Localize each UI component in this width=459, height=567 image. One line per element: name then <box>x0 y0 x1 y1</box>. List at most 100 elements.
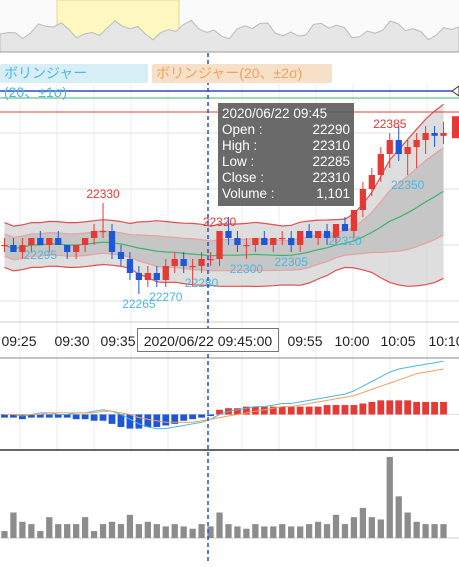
volume-bar <box>10 512 17 538</box>
candle <box>37 231 44 245</box>
candle-body <box>413 140 420 147</box>
tooltip-row-open: Open :22290 <box>222 122 350 137</box>
candle-body <box>73 245 80 252</box>
candle <box>270 238 277 252</box>
candle <box>19 238 26 259</box>
tooltip-row-volume: Volume :1,101 <box>222 186 350 201</box>
candle-body <box>270 238 277 245</box>
candle-body <box>279 238 286 240</box>
volume-bar <box>225 524 232 538</box>
bollinger-upper-1sigma-line <box>4 147 444 242</box>
macd-histogram-bar <box>1 414 8 418</box>
candle-body <box>180 259 187 266</box>
candle-body <box>440 133 447 136</box>
candle <box>243 238 250 259</box>
candle <box>55 231 62 245</box>
time-axis: 09:25 09:30 09:35 09:55 10:00 10:05 10:10 <box>1 333 459 349</box>
macd-histogram-bar <box>431 401 438 415</box>
bollinger-upper-2sigma-line <box>4 103 444 227</box>
volume-bar <box>28 524 35 538</box>
volume-bars <box>1 456 447 538</box>
macd-line <box>4 360 444 430</box>
macd-histogram-bar <box>171 414 179 424</box>
time-tick-label: 10:10 <box>428 333 459 349</box>
candle <box>261 231 268 245</box>
candle <box>189 259 196 287</box>
candle <box>332 224 340 245</box>
volume-bar <box>64 524 71 538</box>
macd-histogram-bar <box>45 414 53 418</box>
candle <box>198 252 205 273</box>
volume-bar <box>73 524 80 538</box>
navigator-series <box>0 19 459 53</box>
candle-body <box>117 252 125 259</box>
macd-histogram-bar <box>341 405 349 415</box>
volume-bar <box>386 456 393 538</box>
candle-body <box>377 154 384 175</box>
macd-histogram-bar <box>216 409 223 415</box>
candle-body <box>314 231 322 238</box>
volume-bar <box>261 526 268 538</box>
candle <box>386 133 393 168</box>
volume-bar <box>305 524 313 538</box>
candle <box>117 245 125 266</box>
volume-bar <box>216 512 223 538</box>
macd-histogram-bar <box>189 414 197 420</box>
candle <box>99 203 107 238</box>
macd-histogram-bar <box>413 401 421 415</box>
macd-histogram-bar <box>10 414 17 418</box>
price-annotation-label: 22330 <box>86 187 120 201</box>
candle <box>81 238 89 252</box>
time-tick-label: 09:35 <box>100 333 135 349</box>
macd-histogram-bar <box>108 414 116 424</box>
candle-body <box>162 266 169 280</box>
candle-body <box>422 133 429 140</box>
candle-body <box>368 175 375 189</box>
candle <box>359 182 367 217</box>
macd-histogram-bar <box>350 405 358 415</box>
volume-bar <box>359 507 367 538</box>
macd-histogram-bar <box>117 414 125 428</box>
candle <box>368 168 375 196</box>
macd-histogram-bar <box>36 414 44 418</box>
candle <box>108 224 116 259</box>
volume-bar <box>431 524 438 538</box>
candle-body <box>90 231 98 238</box>
candle-body <box>216 231 223 259</box>
volume-bar <box>81 517 89 538</box>
candle <box>297 231 304 252</box>
macd-signal-line <box>4 368 444 423</box>
volume-bar <box>162 526 169 538</box>
candle <box>126 252 134 280</box>
volume-bar <box>153 524 160 538</box>
volume-bar <box>19 521 26 538</box>
candle-body <box>288 238 295 245</box>
price-annotation-label: 22320 <box>328 234 362 248</box>
candle <box>234 231 241 252</box>
candle-body <box>1 245 8 247</box>
candle-body <box>261 238 268 245</box>
volume-bar <box>99 524 107 538</box>
volume-bar <box>288 526 295 538</box>
volume-bar <box>171 524 178 538</box>
candle <box>404 140 411 175</box>
macd-histogram-bar <box>54 414 62 418</box>
volume-bar <box>270 526 277 538</box>
candle-body <box>126 259 134 273</box>
macd-histogram-bar <box>63 414 71 418</box>
candle-body <box>108 231 116 252</box>
candle <box>288 231 295 252</box>
macd-histogram-bar <box>260 406 268 415</box>
candle <box>377 147 384 182</box>
candle-body <box>37 238 44 245</box>
candle-body <box>305 231 313 238</box>
volume-bar <box>252 524 259 538</box>
macd-histogram-bar <box>422 401 430 415</box>
crosshair-time-label: 2020/06/22 09:45:00 <box>137 328 279 352</box>
price-annotation-label: 22270 <box>149 290 183 304</box>
candle <box>440 121 447 145</box>
bollinger-2sigma-legend: ボリンジャー(20、±2σ) <box>152 64 332 83</box>
volume-bar <box>297 526 304 538</box>
